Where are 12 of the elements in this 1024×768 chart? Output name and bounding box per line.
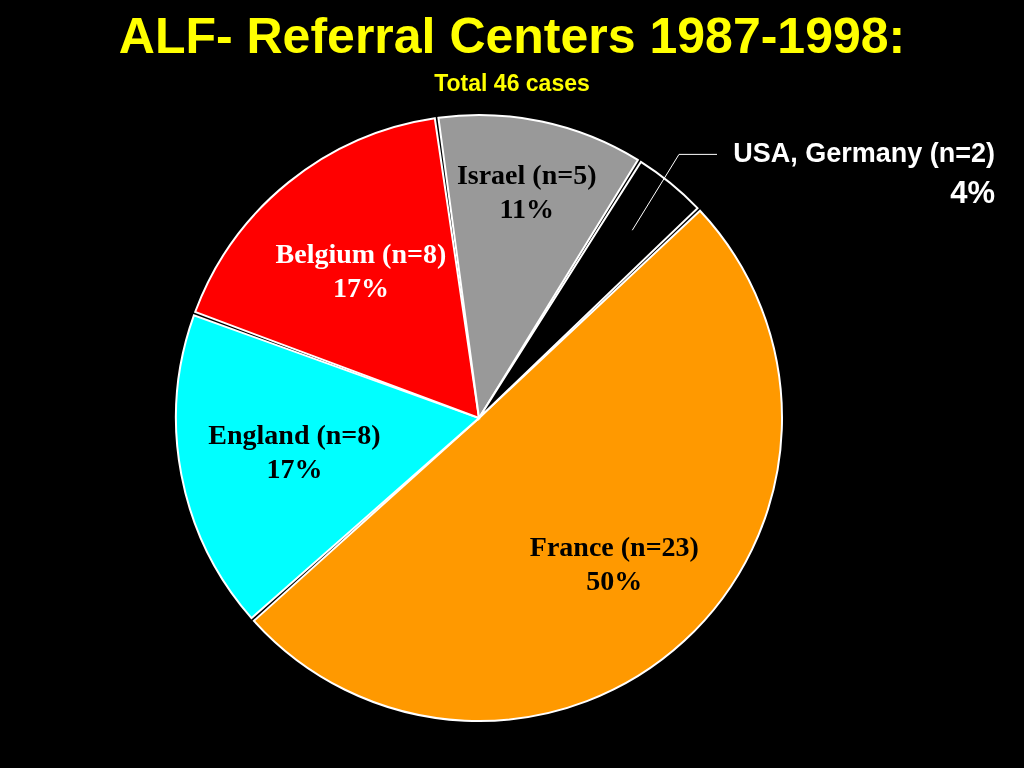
chart-subtitle: Total 46 cases	[434, 70, 590, 96]
data-label: 50%	[586, 565, 643, 597]
data-label: 4%	[950, 175, 995, 211]
slice-label: France (n=23)	[529, 531, 699, 563]
data-label: 11%	[499, 192, 554, 224]
slice-label: USA, Germany (n=2)	[733, 138, 995, 169]
slice-label: England (n=8)	[208, 419, 381, 451]
data-label: 17%	[266, 453, 323, 485]
slice-label: Belgium (n=8)	[275, 237, 447, 269]
chart-title: ALF- Referral Centers 1987-1998:	[118, 8, 906, 64]
data-label: 17%	[332, 271, 389, 303]
slice-label: Israel (n=5)	[456, 158, 597, 190]
